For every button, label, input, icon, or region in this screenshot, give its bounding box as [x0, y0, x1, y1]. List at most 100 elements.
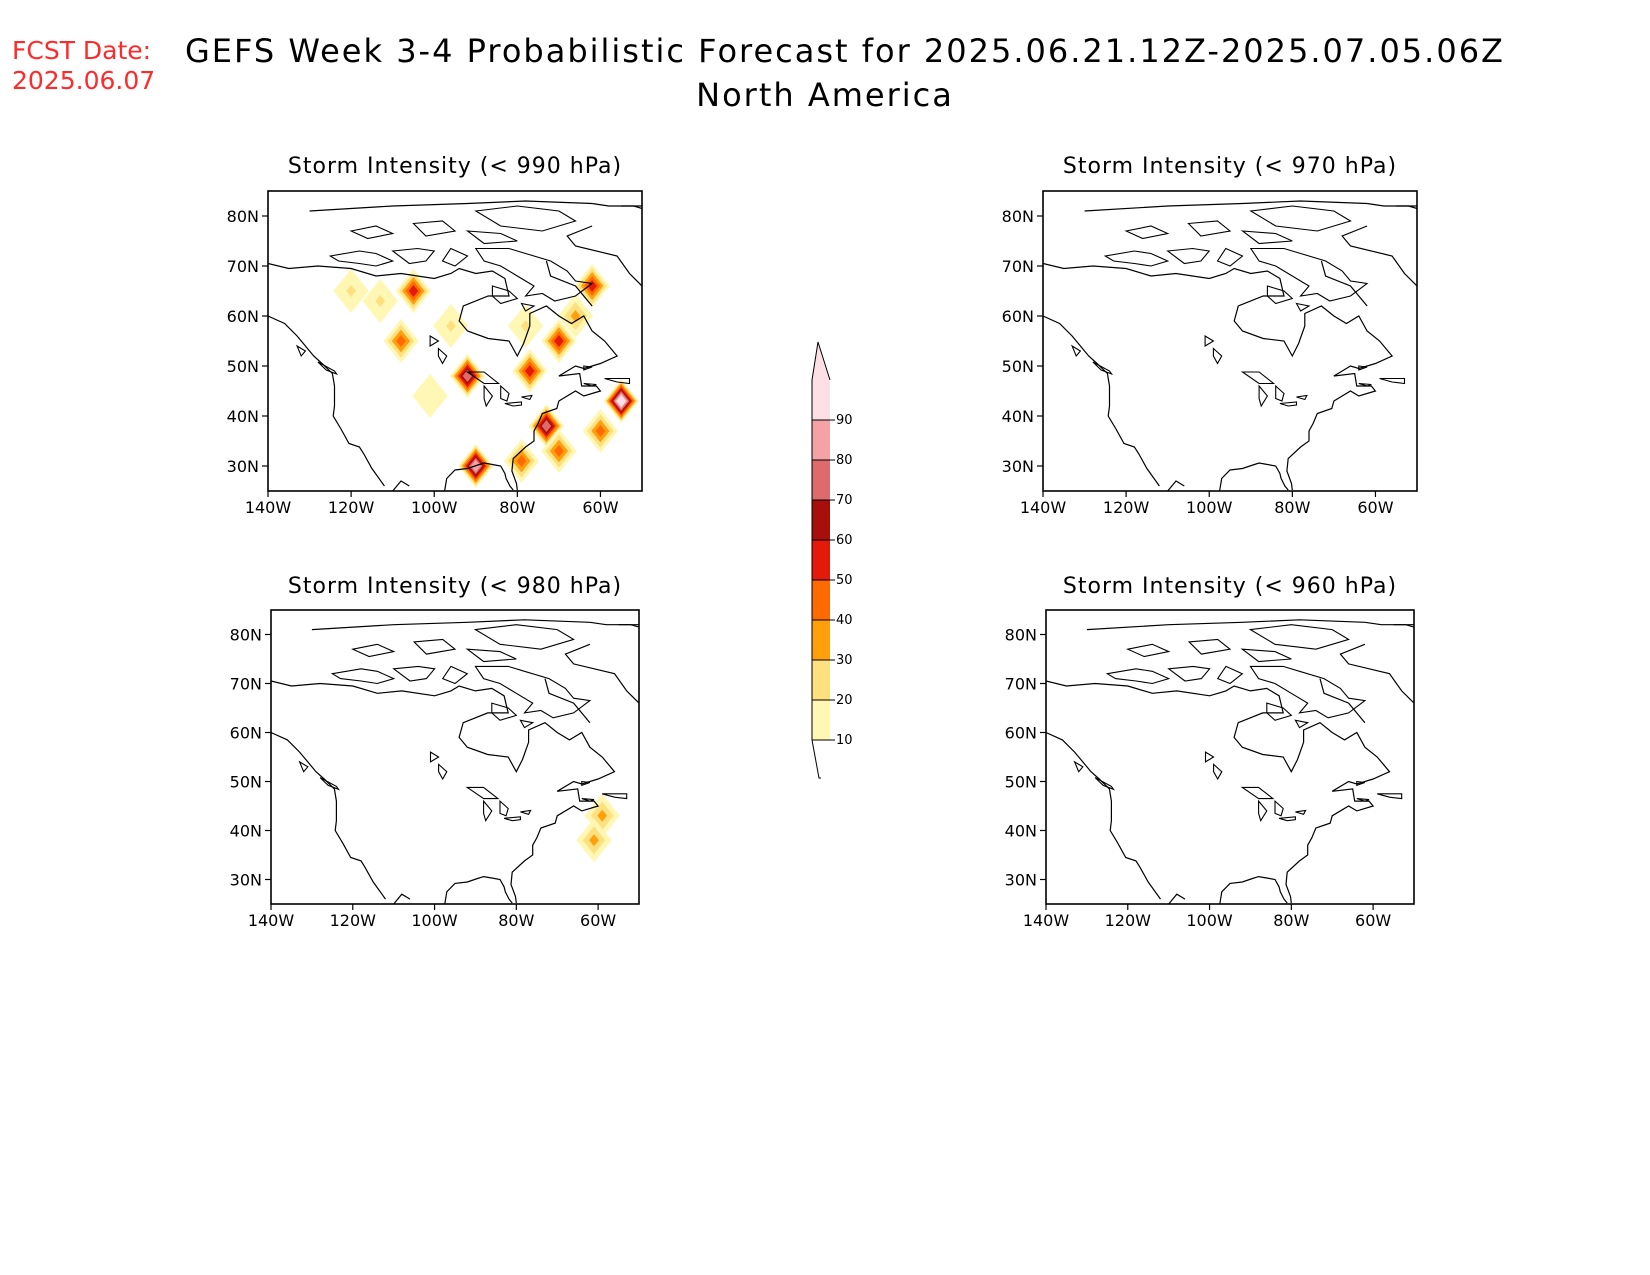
island-outline [1212, 347, 1223, 365]
island-outline [317, 361, 339, 376]
island-outline [465, 648, 517, 663]
coastline [545, 260, 593, 307]
lon-tick-label: 120W [328, 498, 375, 517]
colorbar-label: 10 [836, 733, 853, 748]
island-outline [1187, 220, 1232, 237]
island-outline [465, 786, 500, 800]
island-outline [1103, 250, 1170, 267]
main-title-line1: GEFS Week 3-4 Probabilistic Forecast for… [185, 32, 1505, 70]
coastline [444, 875, 513, 904]
island-outline [298, 760, 309, 773]
lat-tick-label: 30N [1005, 871, 1037, 890]
coastline [1084, 200, 1368, 212]
coastline [1167, 480, 1185, 491]
island-outline [1249, 205, 1352, 232]
main-title-line2: North America [696, 76, 954, 114]
lon-tick-label: 100W [1186, 911, 1233, 930]
coastline [271, 731, 386, 900]
map-frame [1042, 190, 1418, 492]
coastline [564, 643, 639, 704]
island-outline [328, 250, 395, 267]
coastline [544, 678, 591, 724]
lat-tick-label: 40N [227, 407, 259, 426]
lon-tick-label: 140W [245, 498, 292, 517]
lat-tick-label: 70N [1005, 675, 1037, 694]
lon-tick-label: 120W [330, 911, 377, 930]
coastline [589, 621, 639, 628]
island-outline [1266, 702, 1293, 721]
colorbar: 10 20 30 40 50 60 70 80 90 [811, 341, 853, 779]
lat-tick-label: 60N [230, 724, 262, 743]
lon-tick-label: 80W [1274, 498, 1310, 517]
coastline [1043, 262, 1394, 491]
colorbar-swatch [812, 620, 830, 660]
island-outline [391, 247, 436, 265]
lat-tick-label: 70N [1002, 257, 1034, 276]
island-outline [1105, 668, 1171, 685]
island-outline [441, 247, 469, 267]
coastline [1046, 731, 1161, 900]
lat-tick-label: 40N [230, 822, 262, 841]
island-outline [1073, 760, 1084, 773]
colorbar-swatch [812, 460, 830, 500]
coastline [268, 315, 385, 487]
lat-tick-label: 80N [1005, 626, 1037, 645]
island-outline [1356, 780, 1366, 787]
island-outline [330, 668, 396, 685]
island-outline [520, 809, 532, 815]
island-outline [429, 751, 440, 763]
island-outline [1249, 247, 1369, 302]
coastline [1320, 260, 1368, 307]
island-outline [519, 719, 535, 729]
coastline [1086, 619, 1365, 631]
probability-shade [570, 310, 581, 322]
lat-tick-label: 60N [1002, 307, 1034, 326]
coastline [1339, 643, 1414, 704]
coastline [268, 262, 619, 491]
colorbar-label: 20 [836, 693, 853, 708]
island-outline [412, 638, 457, 655]
panel-title: Storm Intensity (< 990 hPa) [288, 154, 622, 179]
island-outline [1240, 786, 1275, 800]
lon-tick-label: 60W [1357, 498, 1393, 517]
island-outline [583, 365, 593, 371]
coastline [309, 200, 593, 212]
lat-tick-label: 70N [230, 675, 262, 694]
probability-shade [346, 285, 356, 297]
island-outline [583, 382, 597, 387]
probability-shade [516, 455, 527, 467]
island-outline [295, 344, 307, 358]
forecast-date: FCST Date: 2025.06.07 [12, 36, 155, 96]
island-outline [1274, 799, 1284, 817]
lon-tick-label: 60W [1355, 911, 1391, 930]
lat-tick-label: 40N [1002, 407, 1034, 426]
island-outline [1126, 643, 1171, 658]
panel-title: Storm Intensity (< 970 hPa) [1063, 154, 1397, 179]
colorbar-label: 70 [836, 493, 853, 508]
colorbar-label: 50 [836, 573, 853, 588]
coastline [1168, 893, 1186, 904]
lon-tick-label: 60W [580, 911, 616, 930]
coastline [566, 225, 642, 287]
probability-shade [541, 420, 552, 432]
island-outline [319, 777, 341, 791]
lat-tick-label: 30N [227, 457, 259, 476]
colorbar-swatch [812, 700, 830, 740]
lon-tick-label: 100W [1186, 498, 1233, 517]
coastline [444, 462, 514, 491]
map-panel-p990: Storm Intensity (< 990 hPa) 80N 70N 60N 50N 4… [227, 154, 643, 517]
island-outline [437, 347, 448, 365]
probability-shade [396, 335, 406, 347]
coastline [393, 893, 411, 904]
probability-shade [616, 395, 627, 407]
island-outline [1377, 793, 1403, 800]
lon-tick-label: 60W [582, 498, 618, 517]
island-outline [1294, 719, 1310, 729]
lat-tick-label: 50N [230, 773, 262, 792]
lat-tick-label: 60N [227, 307, 259, 326]
island-outline [1358, 365, 1368, 371]
map-frame [1045, 609, 1415, 905]
map-panel-p960: Storm Intensity (< 960 hPa) 80N 70N 60N 50N 4… [1005, 574, 1415, 930]
coastline [1364, 621, 1414, 628]
colorbar-label: 30 [836, 653, 853, 668]
